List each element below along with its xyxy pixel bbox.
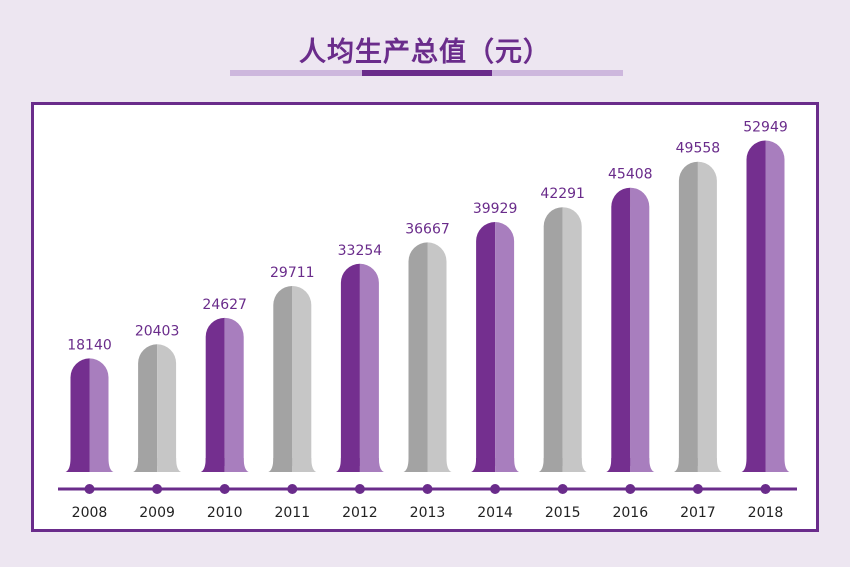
bar-left-half: [340, 263, 360, 466]
bar-left-half: [543, 207, 563, 466]
bar-2013: [403, 242, 452, 472]
bar-2015: [538, 207, 587, 472]
bar-2010: [200, 317, 249, 472]
axis-marker: [557, 484, 568, 494]
tick-label: 2018: [748, 505, 784, 521]
tick-label: 2015: [545, 505, 581, 521]
bar-right-half: [292, 285, 312, 466]
bar-right-half: [562, 207, 582, 466]
axis-marker: [760, 484, 771, 494]
bar-right-half: [427, 242, 447, 466]
bar-right-half: [495, 222, 515, 466]
tick-label: 2010: [207, 505, 243, 521]
bar-2018: [741, 140, 790, 472]
bar-right-half: [765, 140, 785, 467]
bar-left-half: [138, 344, 158, 466]
bar-left-half: [476, 222, 496, 466]
data-label: 29711: [270, 265, 315, 281]
axis-marker: [692, 484, 703, 494]
bar-right-half: [157, 344, 177, 466]
bar-left-half: [611, 187, 631, 466]
data-label: 52949: [743, 119, 788, 135]
bar-left-half: [273, 285, 293, 466]
bar-2016: [606, 187, 655, 472]
tick-label: 2009: [139, 505, 175, 521]
axis-marker: [625, 484, 636, 494]
bar-right-half: [224, 317, 244, 466]
axis-marker: [219, 484, 230, 494]
axis-marker: [287, 484, 298, 494]
data-label: 20403: [135, 323, 180, 339]
data-label: 33254: [338, 243, 383, 259]
bar-left-half: [678, 161, 698, 466]
bar-right-half: [89, 358, 109, 466]
data-label: 36667: [405, 221, 450, 237]
axis-marker: [354, 484, 365, 494]
bar-left-half: [205, 317, 225, 466]
bar-left-half: [70, 358, 90, 466]
tick-label: 2017: [680, 505, 716, 521]
tick-label: 2008: [72, 505, 108, 521]
bar-2017: [673, 161, 722, 472]
axis-marker: [490, 484, 501, 494]
data-label: 49558: [676, 141, 721, 157]
tick-label: 2012: [342, 505, 378, 521]
bar-2009: [133, 344, 182, 472]
tick-label: 2011: [274, 505, 310, 521]
axis-marker: [152, 484, 163, 494]
bar-left-half: [408, 242, 428, 466]
bar-right-half: [697, 161, 717, 466]
bar-2012: [335, 263, 384, 472]
tick-label: 2016: [612, 505, 648, 521]
chart-title: 人均生产总值（元）: [299, 37, 551, 68]
bar-right-half: [630, 187, 650, 466]
data-label: 39929: [473, 201, 518, 217]
data-label: 24627: [202, 297, 247, 313]
title-underline-accent: [362, 70, 492, 76]
tick-label: 2013: [410, 505, 446, 521]
bar-left-half: [746, 140, 766, 467]
axis-marker: [422, 484, 433, 494]
bar-2011: [268, 285, 317, 472]
bar-2014: [471, 222, 520, 472]
data-label: 42291: [540, 186, 585, 202]
axis-marker: [84, 484, 95, 494]
data-label: 45408: [608, 167, 653, 183]
bar-2008: [65, 358, 114, 472]
tick-label: 2014: [477, 505, 513, 521]
bar-right-half: [359, 263, 379, 466]
data-label: 18140: [67, 337, 112, 353]
